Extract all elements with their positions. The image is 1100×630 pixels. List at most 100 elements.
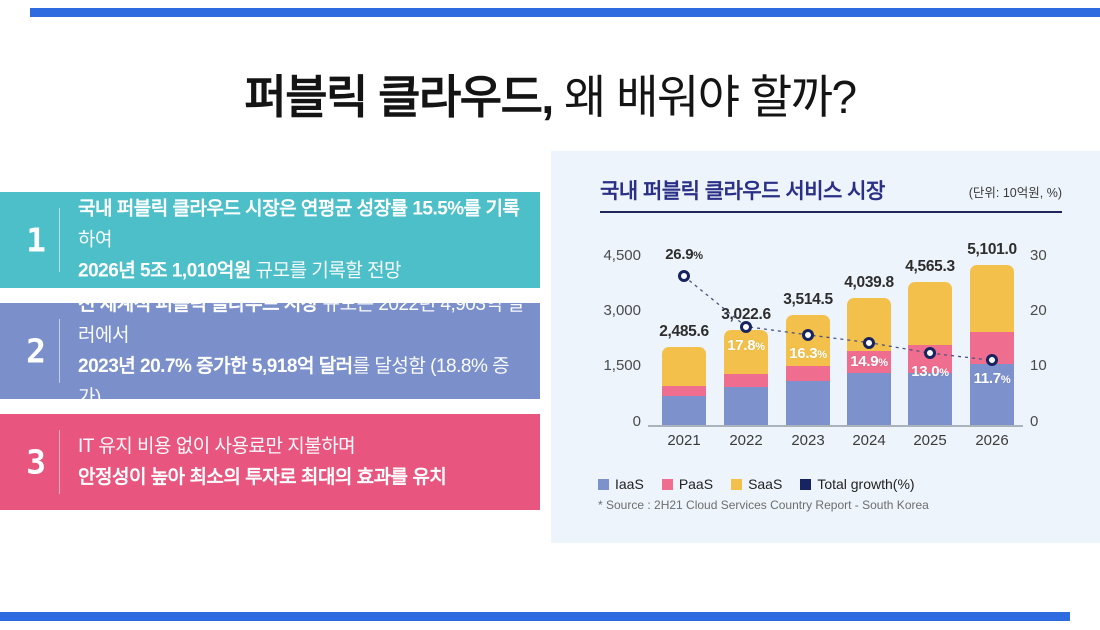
legend-swatch [661, 478, 673, 490]
bar-total-label: 3,022.6 [721, 306, 771, 324]
growth-percent-value: 11.7 [973, 370, 1001, 388]
x-axis-year-label: 2024 [852, 432, 886, 449]
bar-segment-paas [724, 374, 768, 387]
percent-sign: % [1000, 374, 1011, 387]
percent-sign: % [939, 367, 949, 380]
legend-label: Total growth(%) [817, 476, 915, 492]
point-text-regular: 하여 [78, 229, 112, 251]
chart-plot-area: 0 1,500 3,000 4,500 0 10 20 30 2,485.6 2021 3,022.… [551, 151, 1100, 543]
x-axis-line [648, 425, 1023, 427]
point-text-bold: 국내 퍼블릭 클라우드 시장은 연평균 성장률 15.5%를 기록 [78, 198, 520, 220]
y-axis-right-tick-label: 0 [1030, 412, 1039, 430]
point-divider [59, 319, 60, 383]
point-text-bold: 2026년 5조 1,010억원 [78, 260, 251, 282]
bar-total-label: 4,039.8 [844, 274, 894, 292]
growth-marker-2021 [678, 270, 690, 283]
bar-segment-saas [662, 346, 706, 387]
y-axis-right-tick-label: 20 [1030, 301, 1047, 319]
point-text-regular: 규모는 2022년 4,903억 달러에서 [78, 294, 525, 346]
point-number: 2 [26, 331, 46, 371]
bar-segment-iaas [847, 372, 891, 425]
growth-percent-label: 11.7% [954, 370, 1030, 387]
legend-swatch [598, 478, 609, 490]
growth-percent-label: 26.9% [646, 246, 722, 263]
x-axis-year-label: 2023 [791, 432, 825, 449]
growth-percent-value: 26.9 [665, 246, 694, 264]
chart-unit-label: (단위: 10억원, %) [968, 186, 1062, 200]
legend-swatch [800, 478, 812, 490]
bar-segment-paas [662, 386, 706, 397]
y-axis-right-tick-label: 10 [1030, 357, 1047, 375]
legend-label: PaaS [678, 476, 714, 492]
stacked-bar-2022 [724, 330, 768, 425]
point-text-bold: 2023년 20.7% 증가한 5,918억 달러 [78, 356, 353, 377]
y-axis-left-tick-label: 0 [632, 412, 641, 430]
growth-percent-value: 17.8 [727, 336, 756, 354]
legend-item-paas: PaaS [661, 476, 714, 492]
legend-item-iaas: IaaS [598, 476, 644, 492]
page-title-rest: 왜 배워야 할까? [552, 71, 857, 123]
y-axis-left-tick-label: 3,000 [603, 301, 641, 319]
growth-percent-value: 13.0 [911, 363, 940, 381]
percent-sign: % [878, 356, 888, 369]
bar-segment-iaas [662, 396, 706, 425]
point-text-line: 전 세계적 퍼블릭 클라우드 시장 규모는 2022년 4,903억 달러에서 [78, 289, 526, 351]
point-text-line: 안정성이 높아 최소의 투자로 최대의 효과를 유치 [78, 462, 526, 493]
percent-sign: % [755, 340, 765, 353]
bar-segment-paas [786, 365, 830, 382]
bar-segment-iaas [908, 373, 952, 425]
point-text-line: 2026년 5조 1,010억원 규모를 기록할 전망 [78, 256, 526, 287]
point-text-line: 2023년 20.7% 증가한 5,918억 달러를 달성함 (18.8% 증가… [78, 351, 526, 413]
chart-title-underline [600, 211, 1062, 213]
legend-label: SaaS [748, 476, 783, 492]
page-title-highlight: 퍼블릭 클라우드, [244, 71, 554, 123]
legend-label: IaaS [615, 476, 644, 492]
bar-segment-saas [724, 330, 768, 375]
y-axis-left-tick-label: 1,500 [603, 357, 641, 375]
bar-segment-iaas [724, 386, 768, 425]
x-axis-year-label: 2022 [729, 432, 763, 449]
growth-percent-value: 16.3 [789, 344, 818, 362]
growth-percent-value: 14.9 [850, 352, 879, 370]
growth-marker-2025 [924, 347, 936, 360]
point-divider [59, 430, 60, 494]
point-text-regular: IT 유지 비용 없이 사용료만 지불하며 [78, 436, 356, 457]
stacked-bar-2026 [970, 264, 1014, 425]
bar-segment-saas [908, 281, 952, 345]
bar-segment-iaas [786, 381, 830, 425]
percent-sign: % [693, 250, 703, 263]
chart-source: * Source : 2H21 Cloud Services Country R… [598, 498, 929, 512]
point-text-line: IT 유지 비용 없이 사용료만 지불하며 [78, 431, 526, 462]
point-text: 국내 퍼블릭 클라우드 시장은 연평균 성장률 15.5%를 기록하여 2026년… [78, 194, 526, 287]
growth-marker-2026 [986, 354, 998, 367]
chart-panel: 국내 퍼블릭 클라우드 서비스 시장 (단위: 10억원, %) 0 1,500 3… [551, 151, 1100, 543]
point-number: 3 [26, 442, 46, 482]
legend-item-saas: SaaS [731, 476, 782, 492]
growth-percent-label: 13.0% [892, 363, 968, 380]
growth-marker-2023 [802, 328, 814, 341]
point-number: 1 [26, 220, 46, 260]
chart-title: 국내 퍼블릭 클라우드 서비스 시장 [600, 180, 885, 203]
point-text-line: 국내 퍼블릭 클라우드 시장은 연평균 성장률 15.5%를 기록하여 [78, 194, 526, 256]
top-accent-bar [30, 8, 1100, 17]
stacked-bar-2021 [662, 346, 706, 425]
growth-marker-2024 [863, 336, 875, 349]
growth-percent-label: 16.3% [770, 345, 846, 362]
page-title: 퍼블릭 클라우드, 왜 배워야 할까? [0, 62, 1100, 132]
x-axis-year-label: 2021 [667, 432, 701, 449]
growth-percent-label: 17.8% [708, 337, 784, 354]
legend-item-total-growth-: Total growth(%) [800, 476, 915, 492]
bar-total-label: 3,514.5 [783, 290, 833, 308]
bar-segment-paas [847, 351, 891, 373]
point-box-1: 1 국내 퍼블릭 클라우드 시장은 연평균 성장률 15.5%를 기록하여 202… [0, 192, 540, 288]
bar-total-label: 4,565.3 [905, 257, 955, 275]
bar-total-label: 2,485.6 [659, 322, 709, 340]
point-text-regular: 규모를 기록할 전망 [250, 260, 402, 282]
y-axis-left-tick-label: 4,500 [603, 246, 641, 264]
percent-sign: % [817, 348, 827, 361]
legend-swatch [731, 478, 743, 490]
point-divider [59, 208, 60, 272]
